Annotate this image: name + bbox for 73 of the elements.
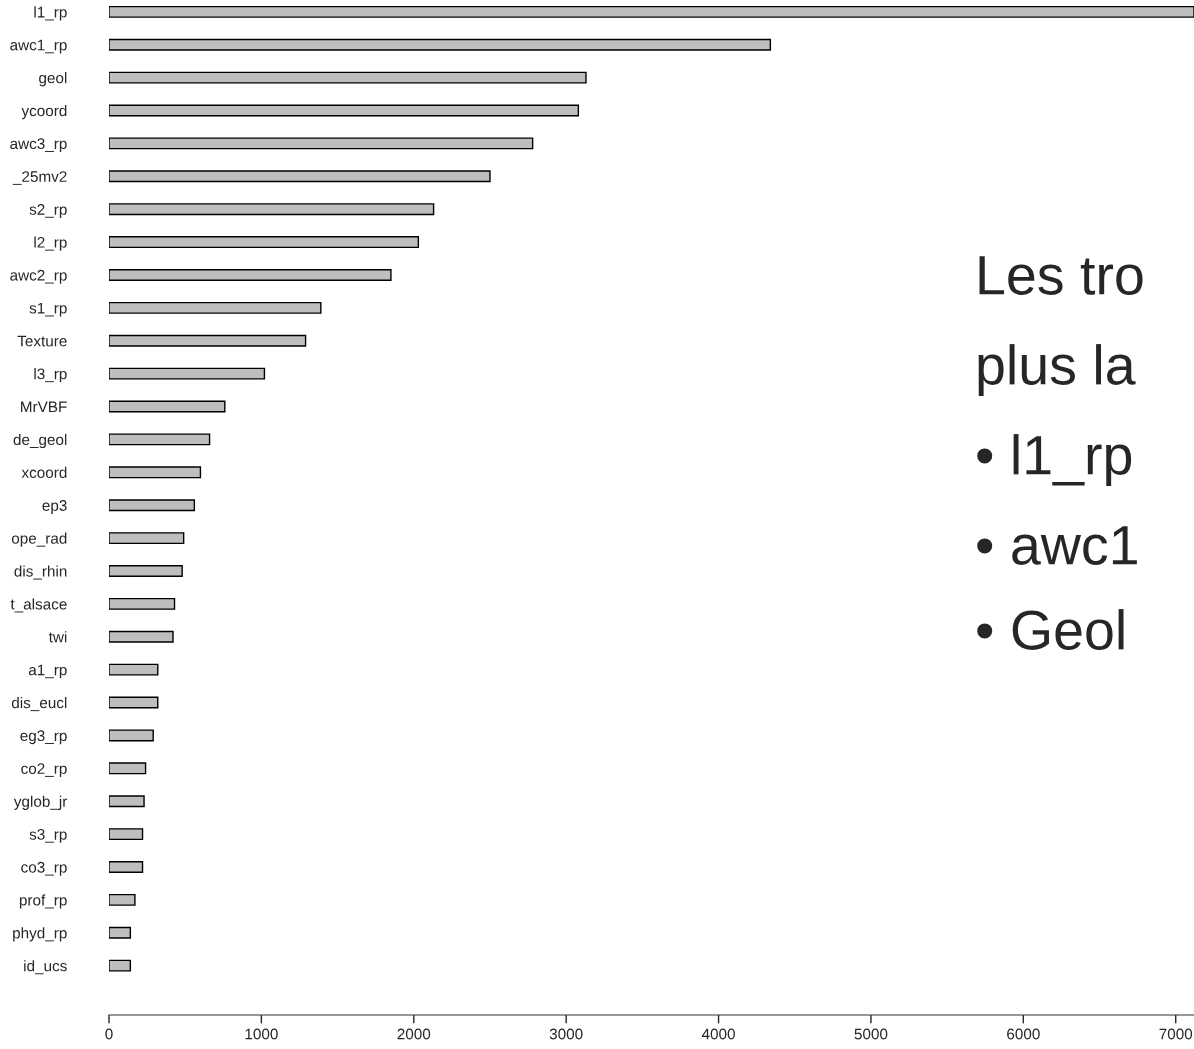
bar	[109, 104, 580, 117]
bar	[109, 663, 159, 676]
bar	[109, 630, 174, 643]
y-tick-label: _25mv2	[12, 171, 67, 185]
x-tick-label: 2000	[397, 1028, 431, 1040]
bar	[109, 696, 159, 709]
y-tick-label: l2_rp	[34, 236, 67, 251]
bar	[109, 400, 226, 413]
y-tick-label: geol	[39, 72, 67, 87]
y-tick-label: s3_rp	[29, 828, 67, 843]
x-tick-label: 4000	[701, 1028, 735, 1040]
y-tick-label: phyd_rp	[13, 927, 67, 942]
y-tick-label: eg3_rp	[20, 730, 67, 745]
y-tick-label: dis_eucl	[11, 697, 67, 712]
bar	[109, 466, 202, 479]
bar	[109, 71, 587, 84]
bar	[109, 203, 435, 216]
annotation: • awc1	[977, 526, 1137, 565]
y-tick-label: awc2_rp	[10, 269, 67, 284]
bar	[109, 828, 144, 841]
y-tick-label: prof_rp	[19, 894, 67, 909]
bar	[109, 269, 392, 281]
x-tick-label: 0	[105, 1028, 113, 1040]
y-tick-label: l1_rp	[34, 6, 67, 21]
y-tick-label: t_alsace	[10, 598, 67, 613]
bar	[109, 170, 491, 183]
y-tick-label: ep3	[42, 500, 67, 514]
y-tick-label: Texture	[17, 335, 67, 347]
bar	[109, 893, 136, 906]
bar	[109, 38, 772, 51]
x-tick-label: 7000	[1159, 1028, 1193, 1040]
y-tick-label: awc3_rp	[10, 138, 67, 153]
y-tick-label: ycoord	[21, 104, 67, 120]
y-tick-label: s2_rp	[29, 204, 67, 218]
bar	[109, 959, 132, 972]
bar	[109, 334, 307, 347]
x-tick-label: 5000	[854, 1028, 888, 1040]
bar	[109, 137, 534, 150]
bar	[109, 5, 1194, 18]
bar	[109, 565, 183, 577]
bar	[109, 301, 322, 314]
bar	[109, 926, 132, 939]
y-tick-label: id_ucs	[24, 960, 67, 975]
bar	[109, 433, 211, 446]
y-tick-label: xcoord	[21, 466, 67, 478]
bar	[109, 597, 176, 610]
bar	[109, 367, 266, 380]
y-tick-label: s1_rp	[29, 302, 67, 317]
bar	[109, 795, 145, 808]
y-tick-label: l3_rp	[34, 368, 67, 383]
y-tick-label: de_geol	[13, 433, 67, 449]
annotation: • Geol	[977, 609, 1124, 650]
x-tick-label: 6000	[1007, 1028, 1040, 1040]
y-tick-label: awc1_rp	[10, 39, 67, 54]
y-tick-label: ope_rad	[11, 532, 67, 547]
x-tick-label: 3000	[549, 1028, 583, 1040]
annotation: Les tro	[979, 256, 1143, 295]
y-tick-label: co3_rp	[21, 861, 67, 876]
bar	[109, 499, 196, 512]
y-tick-label: a1_rp	[28, 664, 67, 679]
y-tick-label: twi	[48, 631, 67, 643]
y-tick-label: co2_rp	[21, 763, 67, 778]
annotation: • l1_rp	[977, 434, 1132, 486]
x-tick-label: 1000	[245, 1028, 278, 1040]
bar	[109, 762, 147, 775]
y-tick-label: MrVBF	[21, 401, 67, 413]
bar	[109, 729, 154, 742]
bar	[109, 236, 420, 249]
y-tick-label: dis_rhin	[14, 565, 67, 580]
bar	[109, 532, 185, 545]
bar	[109, 861, 144, 873]
y-tick-label: yglob_jr	[13, 795, 68, 810]
annotation: plus la	[978, 344, 1136, 396]
